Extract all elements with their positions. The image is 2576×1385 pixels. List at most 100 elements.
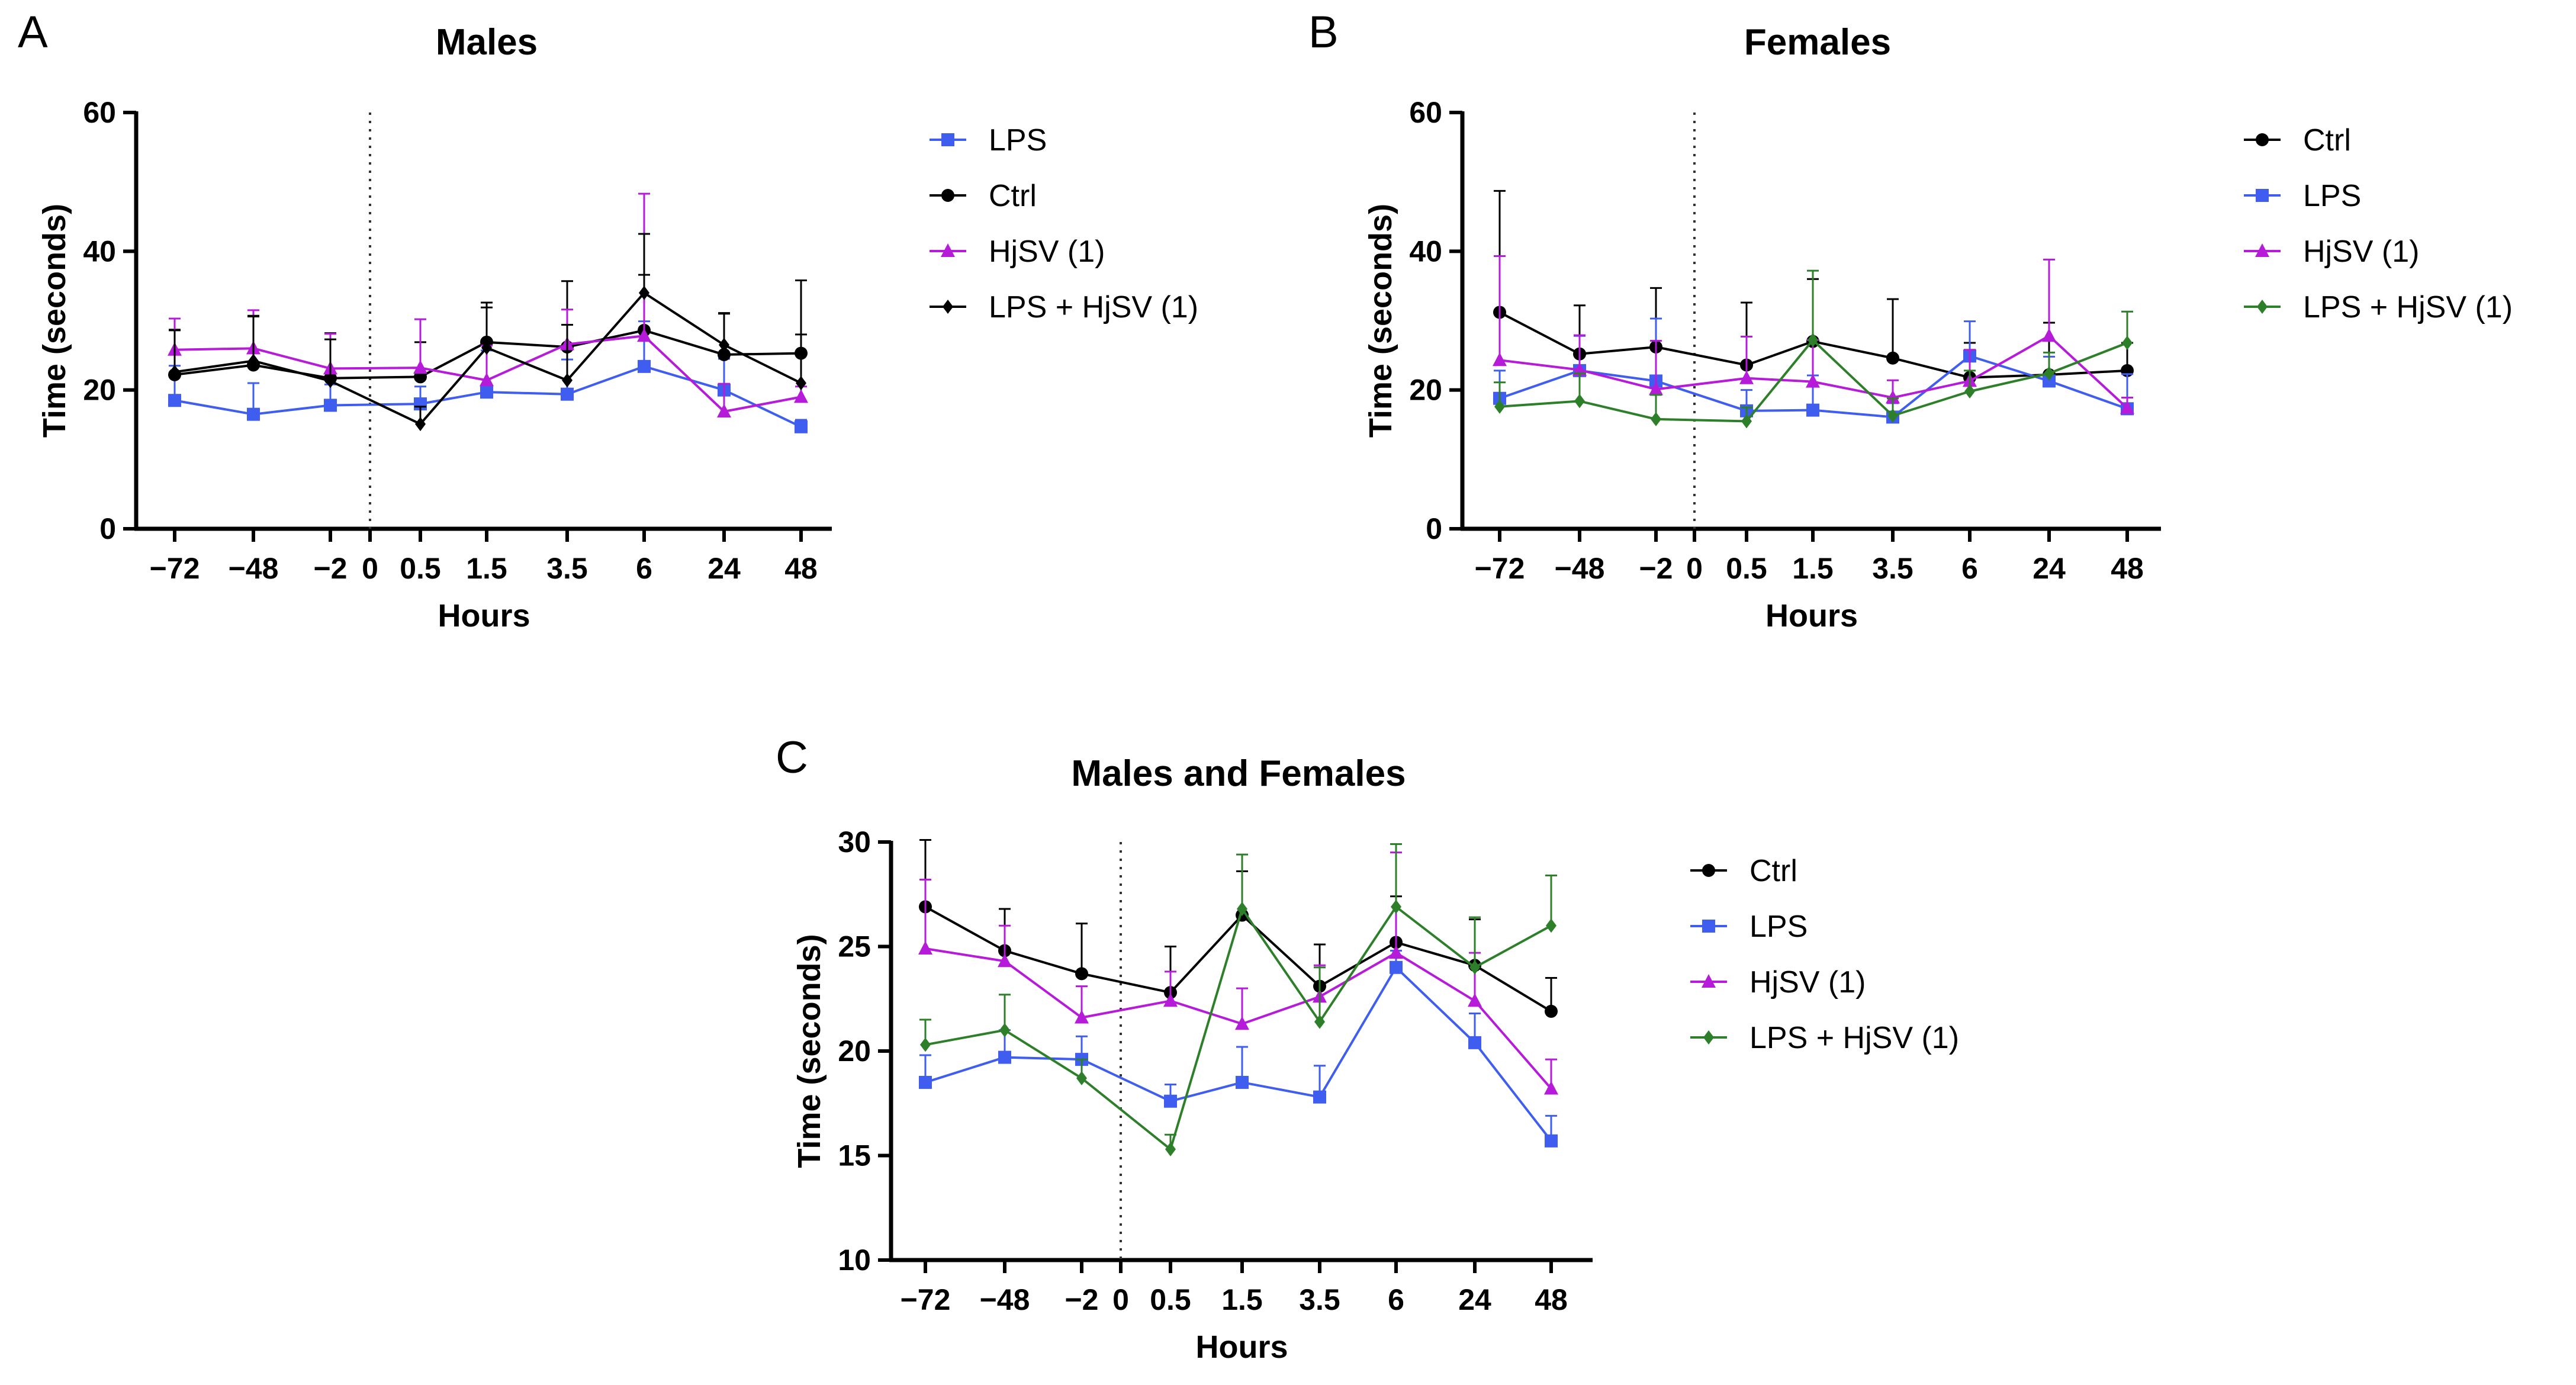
panel-c-xtick-label: 0 xyxy=(1112,1283,1129,1316)
panel-c-xtick-label: 1.5 xyxy=(1221,1283,1263,1316)
panel-a-legend-item: LPS + HjSV (1) xyxy=(930,290,1198,324)
panel-a-ytick-label: 40 xyxy=(83,234,116,268)
panel-b-series-hjsv-1-point xyxy=(1806,374,1820,388)
panel-b-xtick-label: 3.5 xyxy=(1872,552,1913,585)
panel-b-xtick-label: 0.5 xyxy=(1726,552,1767,585)
panel-c-xtick-label: 24 xyxy=(1458,1283,1491,1316)
panel-c-xtick-label: 6 xyxy=(1388,1283,1404,1316)
panel-a-series-hjsv-1-point xyxy=(637,328,651,342)
panel-a-legend-marker xyxy=(941,133,954,146)
panel-c-series-hjsv-1-point xyxy=(1389,945,1403,959)
panel-b-legend-item: HjSV (1) xyxy=(2244,234,2419,269)
panel-c: C Males and Females 10 15 20 25 30 −72 −48 −2 0 0.5… xyxy=(776,732,1959,1365)
panel-a-series-hjsv-1-point xyxy=(480,372,494,387)
panel-c-series-hjsv-1-point xyxy=(1468,993,1482,1007)
panel-c-legend-item: Ctrl xyxy=(1690,854,1797,888)
panel-b-legend-item: Ctrl xyxy=(2244,123,2351,158)
panel-a-ytick-label: 0 xyxy=(99,512,116,545)
panel-a-series-ctrl xyxy=(168,274,808,385)
panel-a-legend-marker xyxy=(941,189,954,202)
panel-c-series-lps-point xyxy=(919,1075,932,1089)
panel-b: B Females 0 20 40 60 −72 −48 −2 0 0.5 1.5 3.5 6 24 48 Ho… xyxy=(1308,7,2513,634)
panel-b-legend-label: HjSV (1) xyxy=(2303,234,2419,269)
panel-c-ytick-label: 20 xyxy=(838,1034,871,1068)
panel-c-xlabel: Hours xyxy=(1195,1329,1288,1365)
panel-c-series-lps-point xyxy=(998,1050,1011,1064)
panel-a-series-lps-hjsv-1-point xyxy=(562,373,573,388)
panel-a-legend-marker xyxy=(943,300,953,314)
panel-a: A Males 0 20 40 60 −72 −48 −2 0 0.5 1.5 3.5 6 24 48 Hour… xyxy=(18,7,1198,634)
panel-c-letter: C xyxy=(776,732,808,783)
panel-a-legend-label: LPS xyxy=(989,123,1047,158)
panel-b-ylabel: Time (seconds) xyxy=(1363,204,1398,438)
panel-c-series-hjsv-1-point xyxy=(1163,993,1178,1007)
panel-a-ytick-label: 20 xyxy=(83,374,116,407)
panel-c-title: Males and Females xyxy=(1071,753,1406,794)
panel-c-series-lps-point xyxy=(1164,1094,1177,1108)
panel-c-series-hjsv-1-point xyxy=(998,953,1012,968)
panel-c-series-lps-hjsv-1 xyxy=(919,843,1557,1156)
panel-b-series-hjsv-1-point xyxy=(1739,370,1754,384)
panel-a-legend-label: HjSV (1) xyxy=(989,234,1105,269)
panel-b-xtick-label: −72 xyxy=(1475,552,1525,585)
panel-b-series-lps-hjsv-1-point xyxy=(2122,335,2133,350)
panel-b-series-lps-hjsv-1-point xyxy=(1574,394,1585,409)
panel-a-title: Males xyxy=(436,22,538,63)
panel-c-series-ctrl xyxy=(919,838,1558,1018)
panel-b-legend-label: LPS xyxy=(2303,179,2361,213)
panel-c-legend-label: Ctrl xyxy=(1750,854,1797,888)
panel-a-legend-item: LPS xyxy=(930,123,1047,158)
panel-b-xtick-label: 0 xyxy=(1686,552,1703,585)
panel-c-series-hjsv-1-point xyxy=(1075,1010,1089,1024)
panel-b-series-lps-hjsv-1-point xyxy=(1651,412,1661,426)
panel-c-series-lps-hjsv-1-point xyxy=(1165,1142,1176,1156)
panel-b-xtick-label: 6 xyxy=(1961,552,1978,585)
panel-c-xtick-label: 3.5 xyxy=(1299,1283,1340,1316)
panel-a-legend-label: LPS + HjSV (1) xyxy=(989,290,1198,324)
panel-b-xtick-label: −2 xyxy=(1639,552,1673,585)
panel-c-series-lps-line xyxy=(925,966,1552,1142)
panel-b-series-lps-hjsv-1-point xyxy=(1808,333,1818,348)
panel-a-letter: A xyxy=(18,7,48,57)
panel-c-series-lps-hjsv-1-point xyxy=(1546,918,1556,933)
panel-b-series-hjsv-1 xyxy=(1493,255,2134,414)
panel-a-series-lps-point xyxy=(795,420,808,433)
panel-a-legend-label: Ctrl xyxy=(989,179,1037,213)
panel-c-series-lps-point xyxy=(1468,1036,1481,1049)
panel-b-ytick-label: 40 xyxy=(1409,234,1442,268)
panel-a-xlabel: Hours xyxy=(438,598,530,634)
panel-b-legend-marker xyxy=(2256,133,2269,146)
panel-a-legend-item: Ctrl xyxy=(930,179,1037,213)
panel-b-series-lps-hjsv-1-point xyxy=(1741,414,1752,429)
panel-b-legend-item: LPS xyxy=(2244,179,2361,213)
panel-a-xtick-label: 24 xyxy=(707,552,741,585)
panel-b-xtick-label: −48 xyxy=(1555,552,1605,585)
panel-c-xtick-label: −72 xyxy=(901,1283,951,1316)
panel-a-xtick-label: 48 xyxy=(784,552,818,585)
panel-c-legend-marker xyxy=(1703,1030,1714,1045)
panel-c-series-lps-hjsv-1-point xyxy=(920,1037,931,1052)
panel-a-series-lps-hjsv-1-point xyxy=(169,365,180,380)
panel-a-series-lps-hjsv-1-line xyxy=(174,291,802,426)
panel-b-legend-marker xyxy=(2256,189,2269,202)
panel-c-xtick-label: −48 xyxy=(980,1283,1030,1316)
panel-c-series-ctrl-point xyxy=(1075,967,1088,981)
panel-a-xtick-label: 6 xyxy=(636,552,652,585)
panel-c-legend-marker xyxy=(1702,920,1715,933)
panel-a-ytick-label: 60 xyxy=(83,96,116,129)
panel-c-series-ctrl-point xyxy=(1545,1004,1558,1018)
panel-b-legend-marker xyxy=(2255,243,2269,257)
panel-b-legend-marker xyxy=(2257,300,2268,314)
panel-a-xtick-label: 0 xyxy=(362,552,378,585)
panel-c-xtick-label: −2 xyxy=(1065,1283,1098,1316)
panel-b-ytick-label: 0 xyxy=(1426,512,1442,545)
panel-b-series-lps-hjsv-1-point xyxy=(1964,384,1975,399)
panel-b-letter: B xyxy=(1308,7,1339,57)
panel-c-series-lps-hjsv-1-point xyxy=(999,1023,1010,1037)
panel-a-series-lps-hjsv-1-point xyxy=(639,285,649,300)
panel-a-series-lps-point xyxy=(638,359,651,373)
panel-a-xtick-label: 1.5 xyxy=(466,552,507,585)
panel-c-series-hjsv-1-point xyxy=(918,941,932,955)
panel-a-series-lps-hjsv-1 xyxy=(169,233,807,432)
panel-c-series-lps-hjsv-1-point xyxy=(1469,960,1480,975)
